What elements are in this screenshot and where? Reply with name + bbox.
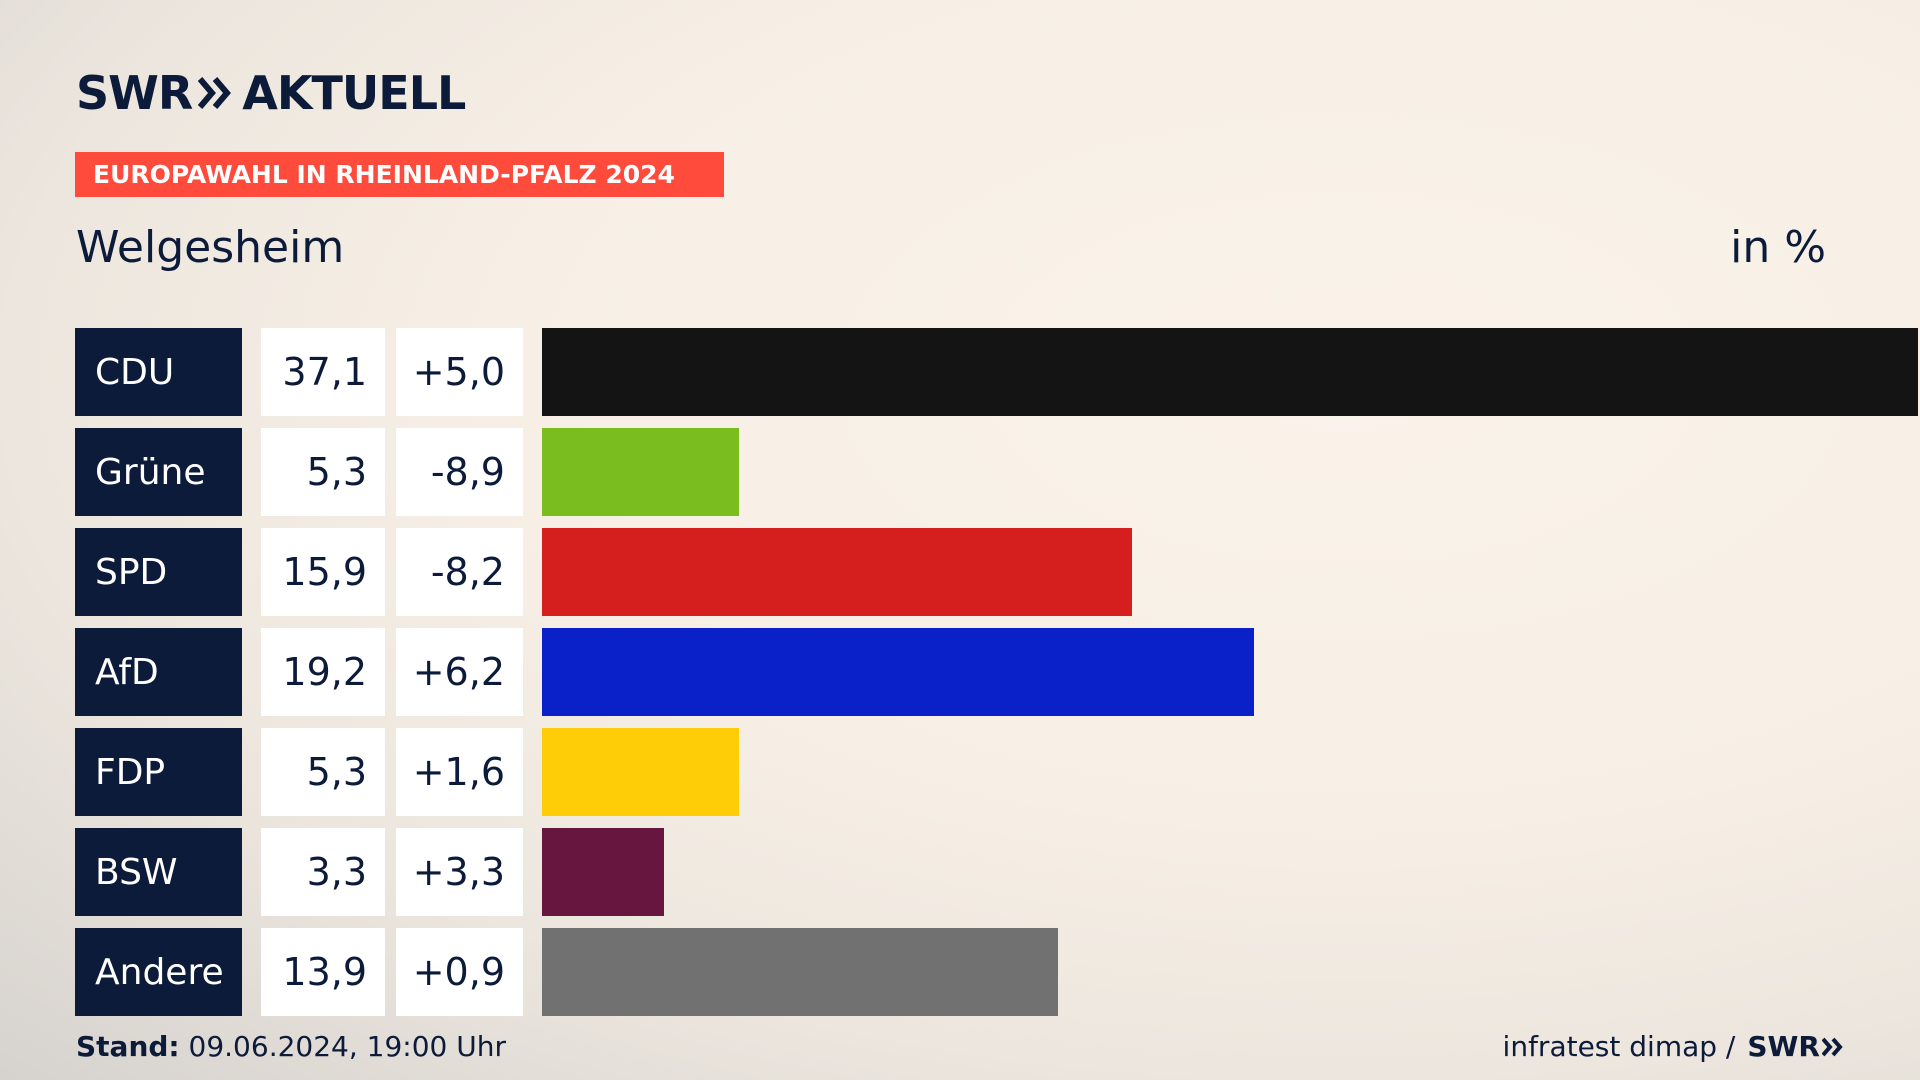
value-label: 5,3 [261, 428, 385, 516]
value-label: 37,1 [261, 328, 385, 416]
party-label: SPD [75, 528, 242, 616]
source-text: infratest dimap / [1502, 1030, 1736, 1063]
bar-andere [542, 928, 1058, 1016]
footer-chevron-icon [1822, 1037, 1843, 1056]
value-label: 5,3 [261, 728, 385, 816]
logo-aktuell-text: AKTUELL [242, 66, 466, 120]
bar-row: BSW 3,3 +3,3 [75, 828, 1845, 916]
change-label: +6,2 [396, 628, 523, 716]
stand-value: 09.06.2024, 19:00 Uhr [188, 1030, 506, 1063]
place-title: Welgesheim [76, 222, 345, 273]
bar-row: FDP 5,3 +1,6 [75, 728, 1845, 816]
bar-grüne [542, 428, 739, 516]
swr-aktuell-logo: SWR AKTUELL [76, 66, 466, 120]
party-label: Andere [75, 928, 242, 1016]
stand-info: Stand: 09.06.2024, 19:00 Uhr [76, 1030, 506, 1063]
party-label: CDU [75, 328, 242, 416]
unit-label: in % [1730, 222, 1826, 273]
bar-bsw [542, 828, 664, 916]
bar-row: CDU 37,1 +5,0 [75, 328, 1918, 416]
bar-row: SPD 15,9 -8,2 [75, 528, 1845, 616]
logo-swr-text: SWR [76, 66, 193, 120]
source-info: infratest dimap / SWR [1503, 1030, 1844, 1063]
double-chevron-icon [198, 77, 232, 109]
value-label: 13,9 [261, 928, 385, 1016]
bar-spd [542, 528, 1132, 616]
party-label: Grüne [75, 428, 242, 516]
bar-row: Andere 13,9 +0,9 [75, 928, 1845, 1016]
footer-swr-text: SWR [1747, 1030, 1820, 1063]
change-label: +0,9 [396, 928, 523, 1016]
value-label: 3,3 [261, 828, 385, 916]
change-label: -8,9 [396, 428, 523, 516]
change-label: +5,0 [396, 328, 523, 416]
bar-fdp [542, 728, 739, 816]
election-tag: EUROPAWAHL IN RHEINLAND-PFALZ 2024 [75, 152, 724, 197]
bar-row: AfD 19,2 +6,2 [75, 628, 1845, 716]
footer-swr-logo: SWR [1747, 1030, 1844, 1063]
value-label: 19,2 [261, 628, 385, 716]
change-label: +1,6 [396, 728, 523, 816]
bar-row: Grüne 5,3 -8,9 [75, 428, 1845, 516]
party-label: AfD [75, 628, 242, 716]
stand-label: Stand: [76, 1030, 180, 1063]
party-label: BSW [75, 828, 242, 916]
value-label: 15,9 [261, 528, 385, 616]
change-label: -8,2 [396, 528, 523, 616]
change-label: +3,3 [396, 828, 523, 916]
bar-cdu [542, 328, 1918, 416]
party-label: FDP [75, 728, 242, 816]
bar-afd [542, 628, 1254, 716]
